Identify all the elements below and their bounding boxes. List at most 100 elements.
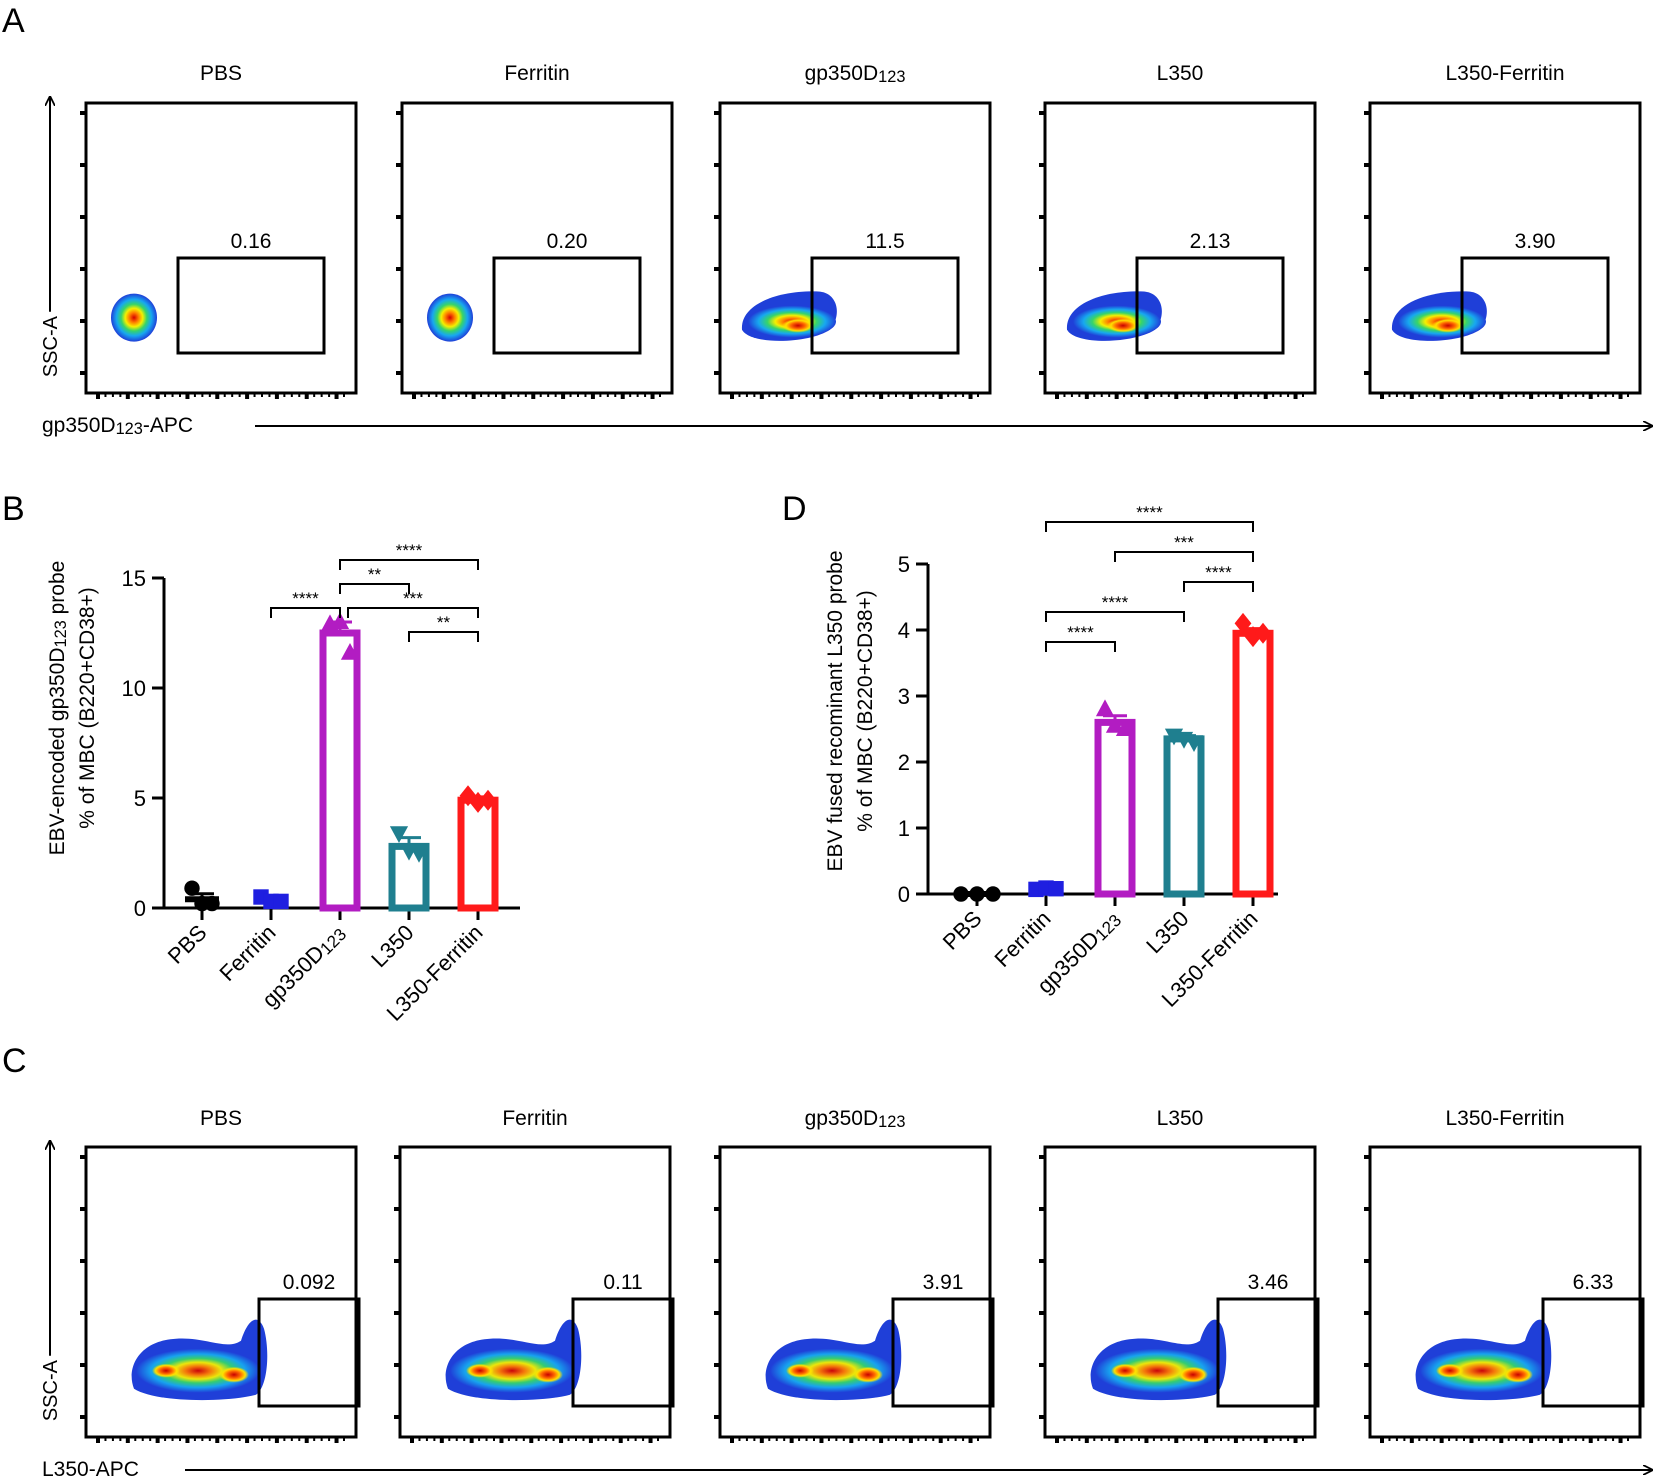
x-tick xyxy=(962,393,965,397)
x-tick xyxy=(1227,1437,1230,1441)
cell-population-peak xyxy=(1107,318,1139,333)
x-tick xyxy=(1190,393,1193,397)
x-tick xyxy=(328,1437,331,1441)
x-tick xyxy=(215,1437,220,1443)
x-tick xyxy=(455,1437,458,1441)
y-tick-label: 2 xyxy=(898,750,910,775)
x-tick xyxy=(604,1437,607,1441)
x-tick xyxy=(1242,393,1245,397)
y-tick xyxy=(1039,319,1045,323)
x-tick xyxy=(1433,1437,1436,1441)
x-tick xyxy=(171,393,174,397)
significance-bracket xyxy=(339,559,479,570)
x-category-label: L350 xyxy=(1141,906,1193,958)
x-tick xyxy=(659,393,661,397)
x-tick xyxy=(908,1437,913,1443)
gate-percentage: 2.13 xyxy=(1190,230,1231,253)
x-tick xyxy=(1618,1437,1623,1443)
x-tick xyxy=(650,393,655,399)
x-tick xyxy=(1492,1437,1495,1441)
gate-box xyxy=(571,1297,675,1408)
x-tick xyxy=(1108,393,1111,397)
cell-population-peak xyxy=(219,1366,249,1383)
gate-percentage: 0.16 xyxy=(231,230,272,253)
panel-letter-a: A xyxy=(2,2,25,40)
x-tick xyxy=(493,1437,495,1441)
plot-frame xyxy=(718,101,992,395)
x-tick xyxy=(495,393,497,397)
significance-bracket xyxy=(1045,611,1185,622)
y-tick xyxy=(714,319,720,323)
gate-percentage: 3.90 xyxy=(1515,230,1556,253)
x-tick xyxy=(418,1437,421,1441)
y-tick xyxy=(1039,1207,1045,1211)
y-tick xyxy=(1364,1311,1370,1315)
x-tick xyxy=(1190,1437,1193,1441)
flow-plot-title: PBS xyxy=(200,62,242,85)
x-tick xyxy=(1114,393,1119,399)
flow-plot-title: L350-Ferritin xyxy=(1445,62,1564,85)
flow-plot-title: L350 xyxy=(1157,62,1204,85)
cell-population xyxy=(111,293,157,342)
panel-b-bar-chart: 0 5 10 15 EBV-encoded gp350D123 probe % of MB… xyxy=(46,541,520,1026)
x-tick xyxy=(642,1437,645,1441)
y-tick xyxy=(1364,1259,1370,1263)
flow-plot: Ferritin 0.11 xyxy=(394,1107,675,1443)
x-tick xyxy=(487,393,490,397)
y-tick xyxy=(714,163,720,167)
x-tick xyxy=(783,393,786,397)
x-tick xyxy=(813,1437,815,1441)
x-tick xyxy=(917,393,920,397)
flow-plot-title: gp350D123 xyxy=(805,62,906,86)
x-tick xyxy=(261,393,263,397)
data-point xyxy=(409,846,429,863)
x-tick xyxy=(119,1437,122,1441)
y-tick xyxy=(396,371,402,375)
plot-frame xyxy=(84,1145,358,1439)
flow-plot: Ferritin 0.20 xyxy=(396,62,674,399)
x-tick xyxy=(879,1437,884,1443)
bar xyxy=(319,629,361,912)
significance-bracket xyxy=(347,607,479,618)
x-tick xyxy=(517,393,520,397)
flow-plot: PBS 0.16 xyxy=(80,62,358,399)
y-tick-label: 4 xyxy=(898,618,910,643)
y-tick xyxy=(80,267,86,271)
x-tick xyxy=(1588,1437,1593,1443)
y-tick xyxy=(714,1363,720,1367)
x-tick xyxy=(775,393,778,397)
x-tick xyxy=(1537,1437,1540,1441)
x-tick xyxy=(827,393,830,397)
x-tick xyxy=(1388,393,1391,397)
x-tick xyxy=(149,1437,152,1441)
y-tick xyxy=(396,267,402,271)
plot-frame xyxy=(84,101,358,395)
x-tick xyxy=(577,393,579,397)
bar xyxy=(457,796,499,912)
flow-plot: gp350D123 3.91 xyxy=(714,1107,995,1443)
x-tick xyxy=(410,1437,414,1443)
x-tick xyxy=(745,393,748,397)
y-axis-label-line2: % of MBC (B220+CD38+) xyxy=(76,587,99,829)
gate-percentage: 11.5 xyxy=(865,230,904,253)
x-tick xyxy=(1144,393,1149,399)
x-tick xyxy=(185,1437,190,1443)
x-tick xyxy=(1302,1437,1304,1441)
y-tick xyxy=(1039,163,1045,167)
x-tick xyxy=(253,393,256,397)
data-point xyxy=(459,785,477,807)
x-tick xyxy=(1108,1437,1111,1441)
x-tick xyxy=(1100,1437,1103,1441)
y-tick xyxy=(80,1155,86,1159)
x-tick xyxy=(1272,1437,1275,1441)
y-tick xyxy=(80,215,86,219)
significance-label: **** xyxy=(1102,593,1129,612)
x-tick xyxy=(1558,1437,1563,1443)
plot-frame xyxy=(718,1145,992,1439)
x-tick xyxy=(759,393,764,399)
significance-bracket xyxy=(1045,641,1116,652)
y-tick xyxy=(714,111,720,115)
x-tick xyxy=(1233,1437,1238,1443)
x-tick xyxy=(775,1437,778,1441)
x-tick xyxy=(245,1437,250,1443)
